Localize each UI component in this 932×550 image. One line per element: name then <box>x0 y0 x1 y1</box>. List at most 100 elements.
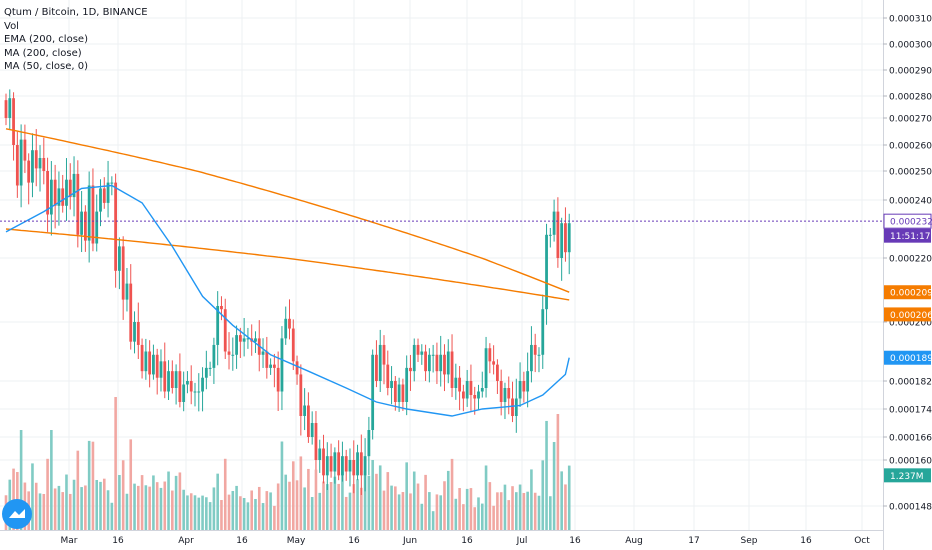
volume-bar-78 <box>299 456 303 530</box>
volume-bar-135 <box>515 492 518 530</box>
candle-body-23 <box>91 185 95 244</box>
volume-bar-65 <box>250 490 253 530</box>
candle-body-48 <box>186 381 189 385</box>
tradingview-logo-icon[interactable] <box>2 499 32 529</box>
candle-body-24 <box>95 211 99 244</box>
volume-bar-71 <box>273 505 276 530</box>
volume-bar-104 <box>397 494 401 530</box>
candle-body-34 <box>133 322 136 342</box>
volume-bar-126 <box>480 503 484 530</box>
candle-body-95 <box>363 456 367 476</box>
candle-body-45 <box>174 371 178 388</box>
volume-bar-137 <box>522 492 526 530</box>
volume-bar-39 <box>152 475 155 530</box>
candle-body-37 <box>144 351 148 372</box>
legend-ema[interactable]: EMA (200, close) <box>4 34 88 45</box>
candle-body-96 <box>367 430 371 457</box>
volume-bar-7 <box>31 463 34 530</box>
volume-bar-18 <box>72 479 76 530</box>
candle-body-43 <box>167 371 170 392</box>
volume-bar-29 <box>114 397 117 530</box>
volume-bar-17 <box>68 493 72 530</box>
x-tick-label-2: Apr <box>178 536 194 546</box>
volume-bar-122 <box>465 488 469 530</box>
candle-body-117 <box>446 351 450 375</box>
candle-body-46 <box>178 371 182 402</box>
volume-bar-12 <box>50 430 53 530</box>
volume-bar-48 <box>186 495 189 530</box>
candle-body-15 <box>61 188 65 206</box>
candle-body-89 <box>341 456 344 476</box>
candle-body-79 <box>303 405 307 416</box>
candle-body-68 <box>261 351 265 355</box>
candle-body-2 <box>12 98 15 145</box>
volume-bar-105 <box>401 492 405 530</box>
price-badge-3 <box>884 307 931 322</box>
candle-body-54 <box>208 367 212 369</box>
candle-body-148 <box>564 223 567 253</box>
volume-bar-120 <box>458 488 461 530</box>
x-tick-label-0: Mar <box>61 536 78 546</box>
legend-title[interactable]: Qtum / Bitcoin, 1D, BINANCE <box>4 7 148 18</box>
volume-bar-134 <box>511 486 514 530</box>
candle-body-64 <box>246 338 250 340</box>
candle-body-11 <box>46 171 49 215</box>
candle-body-98 <box>375 354 378 381</box>
candle-body-50 <box>193 391 197 393</box>
candle-body-22 <box>87 185 91 241</box>
volume-bar-43 <box>167 471 170 530</box>
candle-body-100 <box>382 344 386 365</box>
candle-body-143 <box>545 234 548 310</box>
candle-body-14 <box>57 188 61 206</box>
candle-body-115 <box>439 354 443 372</box>
candle-body-131 <box>499 381 503 402</box>
volume-bar-40 <box>155 482 159 530</box>
price-badge-label-5: 1.237M <box>890 472 924 482</box>
volume-bar-117 <box>446 470 450 530</box>
volume-bar-33 <box>129 439 133 530</box>
legend-ma50[interactable]: MA (50, close, 0) <box>4 61 89 72</box>
candle-body-47 <box>182 384 186 402</box>
volume-bar-66 <box>254 498 257 530</box>
volume-bar-4 <box>19 430 23 530</box>
price-badge-0 <box>883 213 932 229</box>
candle-body-119 <box>454 377 458 388</box>
legend-vol[interactable]: Vol <box>4 20 19 32</box>
volume-bar-141 <box>537 495 541 530</box>
volume-bar-64 <box>246 502 250 530</box>
volume-bar-92 <box>352 484 356 530</box>
x-tick-label-13: 16 <box>800 536 812 546</box>
volume-bar-11 <box>46 458 49 530</box>
volume-bar-131 <box>499 492 503 530</box>
volume-bar-101 <box>386 472 390 530</box>
price-badge-label-2: 0.0002093 <box>890 289 932 299</box>
volume-bar-57 <box>220 500 223 530</box>
volume-bar-114 <box>435 494 439 530</box>
volume-bar-72 <box>276 483 280 530</box>
candle-body-94 <box>359 452 363 476</box>
candle-body-111 <box>424 351 427 372</box>
volume-bar-80 <box>307 468 310 530</box>
candle-body-12 <box>49 179 53 215</box>
candle-body-109 <box>416 344 420 355</box>
candle-body-61 <box>235 335 238 355</box>
volume-bar-123 <box>469 488 473 530</box>
candle-body-134 <box>511 398 514 416</box>
candle-body-69 <box>265 351 269 368</box>
volume-bar-107 <box>409 493 412 530</box>
volume-bar-42 <box>163 481 167 530</box>
candle-body-30 <box>118 246 121 271</box>
candle-body-41 <box>159 361 163 378</box>
volume-bar-115 <box>439 495 442 530</box>
candle-body-3 <box>15 145 19 186</box>
x-tick-label-10: Aug <box>625 536 643 546</box>
volume-bar-112 <box>428 492 431 530</box>
legend-ma200[interactable]: MA (200, close) <box>4 47 82 59</box>
candle-body-141 <box>537 354 541 356</box>
volume-bar-15 <box>61 492 64 530</box>
